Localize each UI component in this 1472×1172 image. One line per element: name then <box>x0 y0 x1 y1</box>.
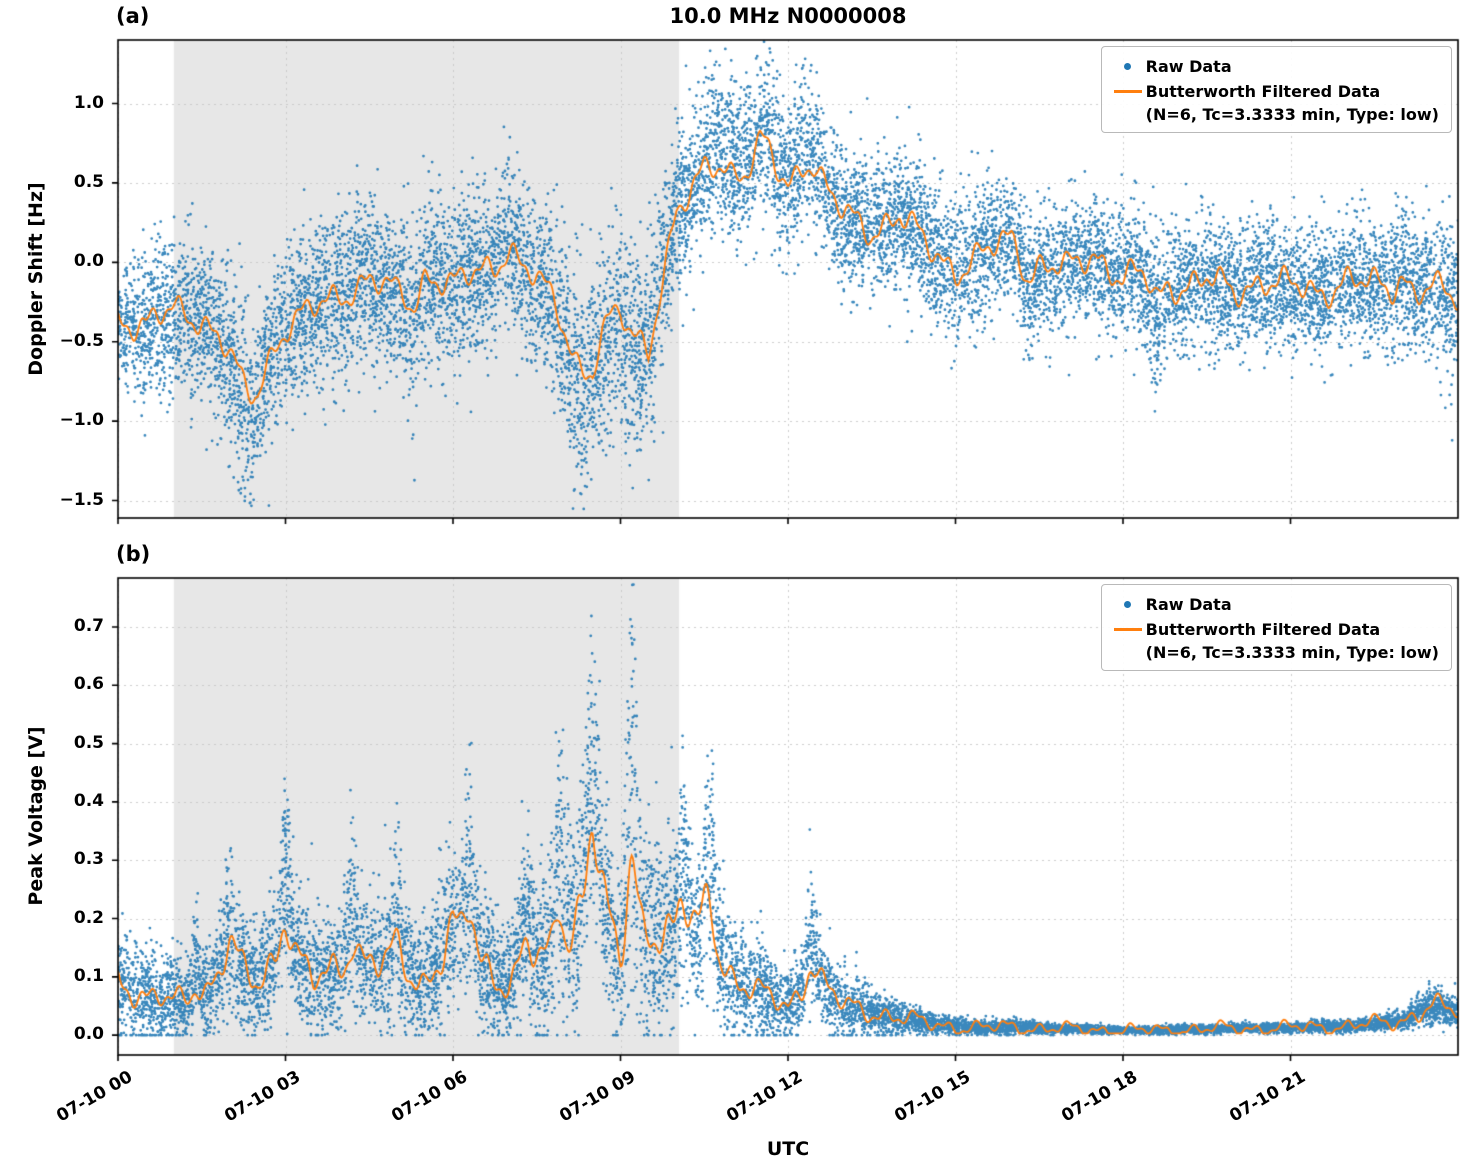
raw-data-marker <box>1110 63 1146 70</box>
y-tick-label: 0.1 <box>73 965 104 986</box>
y-tick-label: 0.2 <box>73 907 104 928</box>
y-tick-label: 1.0 <box>73 92 104 113</box>
y-tick-label: −0.5 <box>59 330 104 351</box>
y-tick-label: 0.0 <box>73 251 104 272</box>
y-tick-label: 0.5 <box>73 171 104 192</box>
y-tick-label: 0.0 <box>73 1024 104 1045</box>
raw-data-dot-icon <box>1124 63 1132 70</box>
filtered-line-icon <box>1113 628 1142 631</box>
legend-filtered-sublabel: (N=6, Tc=3.3333 min, Type: low) <box>1145 105 1439 124</box>
filtered-data-marker <box>1110 628 1146 631</box>
y-tick-label: −1.5 <box>59 489 104 510</box>
x-axis-label: UTC <box>766 1138 810 1160</box>
legend-filtered-label: Butterworth Filtered Data <box>1145 82 1381 101</box>
legend-filtered-label: Butterworth Filtered Data <box>1145 620 1381 639</box>
y-tick-label: 0.5 <box>73 732 104 753</box>
y-tick-label: 0.4 <box>73 790 104 811</box>
panel-a-label: (a) <box>116 4 150 28</box>
legend-b: Raw Data Butterworth Filtered Data (N=6,… <box>1100 584 1452 671</box>
raw-data-marker <box>1110 601 1146 608</box>
legend-a-raw-row: Raw Data <box>1110 54 1439 79</box>
y-tick-label: 0.3 <box>73 849 104 870</box>
y-tick-label: 0.6 <box>73 674 104 695</box>
filtered-line-icon <box>1113 90 1142 93</box>
filtered-data-marker <box>1110 90 1146 93</box>
legend-raw-label: Raw Data <box>1145 57 1232 76</box>
chart-title: 10.0 MHz N0000008 <box>669 4 907 28</box>
y-tick-label: −1.0 <box>59 410 104 431</box>
legend-b-raw-row: Raw Data <box>1110 592 1439 617</box>
legend-a-filtered-row: Butterworth Filtered Data <box>1110 79 1439 104</box>
panel-b-label: (b) <box>116 542 151 566</box>
legend-b-filtered-row: Butterworth Filtered Data <box>1110 617 1439 642</box>
legend-filtered-sublabel: (N=6, Tc=3.3333 min, Type: low) <box>1145 643 1439 662</box>
legend-a: Raw Data Butterworth Filtered Data (N=6,… <box>1100 46 1452 133</box>
y-axis-label-b: Peak Voltage [V] <box>25 726 47 906</box>
legend-raw-label: Raw Data <box>1145 595 1232 614</box>
raw-data-dot-icon <box>1124 601 1132 608</box>
y-tick-label: 0.7 <box>73 615 104 636</box>
